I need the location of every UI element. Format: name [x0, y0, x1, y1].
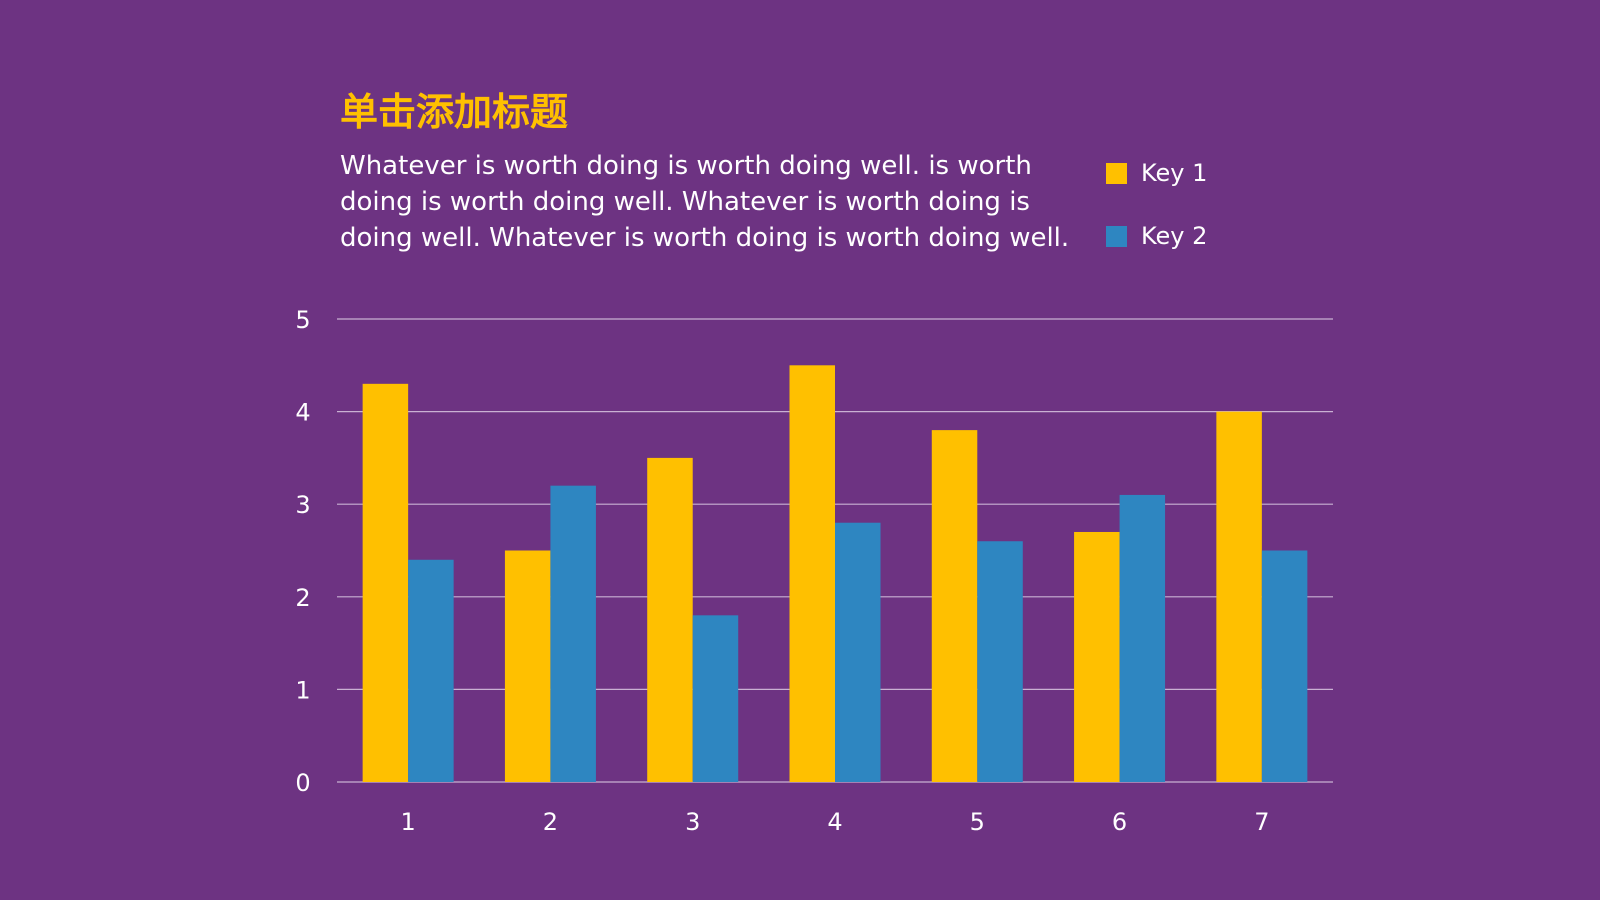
bar-key2-cat-3 [692, 615, 739, 782]
slide-title[interactable]: 单击添加标题 [340, 90, 569, 134]
bar-key2-cat-6 [1119, 494, 1166, 782]
bar-key2-cat-7 [1261, 550, 1308, 782]
bar-key1-cat-1 [362, 383, 409, 782]
x-tick-label-4: 4 [827, 808, 842, 836]
bar-key1-cat-4 [789, 365, 835, 782]
bar-key2-cat-4 [835, 522, 881, 782]
y-tick-label-0: 0 [295, 769, 310, 797]
bar-key1-cat-3 [647, 457, 693, 782]
chart-legend: Key 1 Key 2 [1106, 155, 1207, 281]
bar-key1-cat-6 [1074, 531, 1120, 782]
x-tick-label-2: 2 [543, 808, 558, 836]
y-tick-label-2: 2 [295, 584, 310, 612]
bar-key1-cat-5 [931, 430, 978, 782]
bar-key1-cat-7 [1216, 411, 1262, 782]
legend-label-key-2: Key 2 [1141, 222, 1208, 250]
slide-body-text[interactable]: Whatever is worth doing is worth doing w… [340, 151, 1070, 253]
y-tick-label-5: 5 [295, 306, 310, 334]
legend-label-key-1: Key 1 [1141, 159, 1208, 187]
x-tick-label-1: 1 [401, 808, 416, 836]
x-tick-label-5: 5 [970, 808, 985, 836]
bar-key1-cat-2 [504, 550, 551, 782]
x-tick-label-6: 6 [1112, 808, 1127, 836]
legend-item-key-2: Key 2 [1106, 218, 1207, 254]
y-tick-label-3: 3 [295, 491, 310, 519]
bar-key2-cat-2 [550, 485, 596, 782]
y-tick-label-4: 4 [295, 399, 310, 427]
y-tick-label-1: 1 [295, 676, 310, 704]
bar-key2-cat-5 [977, 541, 1023, 782]
x-tick-label-7: 7 [1254, 808, 1269, 836]
legend-item-key-1: Key 1 [1106, 155, 1207, 191]
legend-swatch-key-2 [1106, 225, 1127, 247]
bar-key2-cat-1 [408, 559, 454, 782]
x-tick-label-3: 3 [685, 808, 700, 836]
legend-swatch-key-1 [1106, 162, 1127, 184]
